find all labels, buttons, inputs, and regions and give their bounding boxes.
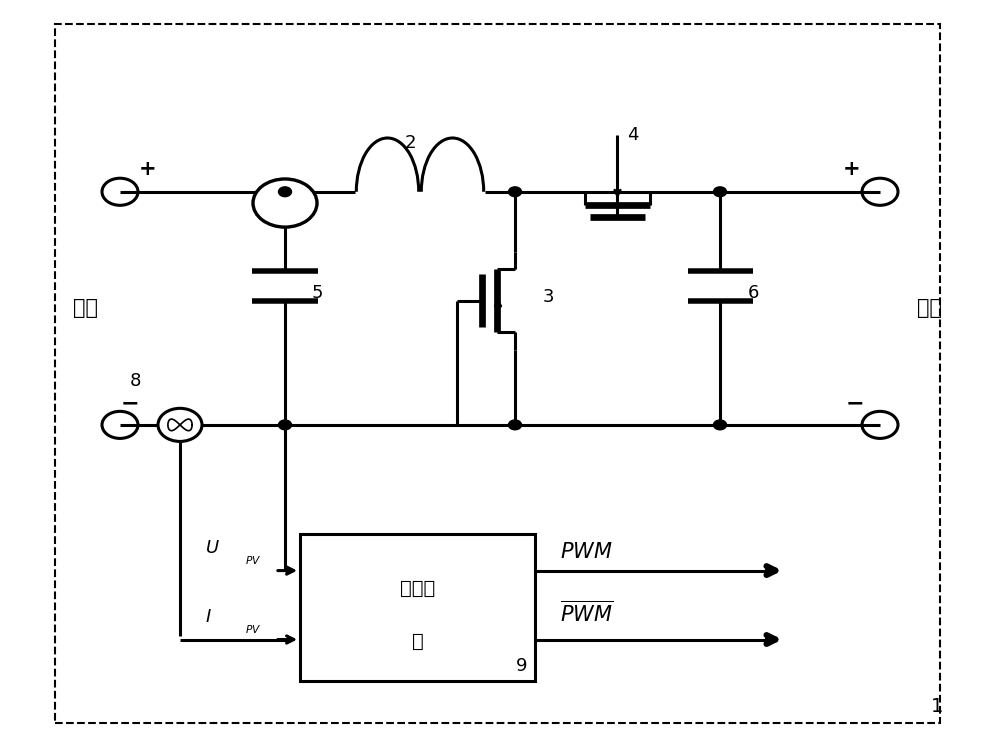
Text: 输出: 输出 (918, 299, 942, 318)
Text: 4: 4 (628, 126, 639, 144)
Circle shape (714, 420, 726, 429)
Circle shape (158, 408, 202, 441)
Text: 输入: 输入 (72, 299, 98, 318)
Text: 控制单: 控制单 (400, 579, 435, 598)
Text: +: + (139, 159, 157, 179)
Text: 5: 5 (312, 284, 324, 302)
Text: 6: 6 (748, 284, 759, 302)
Text: 9: 9 (515, 656, 527, 675)
Text: $PWM$: $PWM$ (560, 541, 613, 562)
Text: $I$: $I$ (205, 608, 212, 626)
Text: −: − (846, 394, 864, 414)
Circle shape (253, 179, 317, 227)
Circle shape (278, 420, 292, 429)
Text: $\overline{PWM}$: $\overline{PWM}$ (560, 600, 613, 626)
Circle shape (509, 420, 522, 429)
Circle shape (278, 186, 292, 197)
Text: −: − (121, 394, 139, 414)
Text: $_{PV}$: $_{PV}$ (245, 620, 261, 635)
Text: +: + (843, 159, 861, 179)
Text: 8: 8 (129, 372, 141, 390)
Text: 2: 2 (404, 134, 416, 152)
Text: 3: 3 (543, 288, 554, 306)
Text: $_{PV}$: $_{PV}$ (245, 552, 261, 567)
Text: $U$: $U$ (205, 539, 220, 557)
Text: 元: 元 (412, 632, 423, 650)
Text: 1: 1 (931, 697, 943, 717)
Text: 7: 7 (303, 190, 314, 208)
Circle shape (509, 186, 522, 197)
Circle shape (714, 186, 726, 197)
